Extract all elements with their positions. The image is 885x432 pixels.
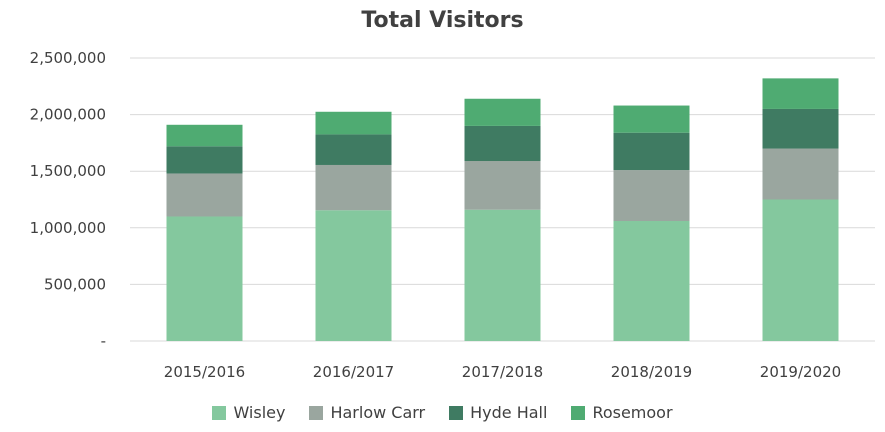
bar-segment-rosemoor xyxy=(464,98,541,126)
bar-segment-harlow-carr xyxy=(166,173,243,217)
legend-label: Harlow Carr xyxy=(330,403,426,422)
legend-swatch xyxy=(571,405,586,420)
y-tick-label: 2,000,000 xyxy=(30,106,106,124)
legend-swatch xyxy=(309,405,324,420)
bar-segment-rosemoor xyxy=(613,105,690,133)
y-tick-label: 2,500,000 xyxy=(30,49,106,67)
chart-title: Total Visitors xyxy=(361,8,524,33)
bar-segment-harlow-carr xyxy=(464,161,541,210)
legend-item: Wisley xyxy=(212,403,285,422)
x-tick-label: 2016/2017 xyxy=(313,363,394,381)
legend-item: Rosemoor xyxy=(571,403,673,422)
bar-segment-rosemoor xyxy=(762,78,839,109)
bar-segment-harlow-carr xyxy=(613,170,690,222)
x-tick-label: 2018/2019 xyxy=(611,363,692,381)
x-axis: 2015/2016 2016/2017 2017/2018 2018/2019 2019… xyxy=(164,363,841,381)
x-tick-label: 2015/2016 xyxy=(164,363,245,381)
legend: Wisley Harlow Carr Hyde Hall Rosemoor xyxy=(0,403,885,422)
legend-label: Hyde Hall xyxy=(470,403,548,422)
bar-segment-wisley xyxy=(166,216,243,341)
y-tick-label: 500,000 xyxy=(44,275,106,293)
bar-segment-harlow-carr xyxy=(762,148,839,200)
y-tick-label: - xyxy=(101,332,106,350)
x-tick-label: 2017/2018 xyxy=(462,363,543,381)
legend-label: Rosemoor xyxy=(592,403,673,422)
legend-item: Hyde Hall xyxy=(449,403,547,422)
bar-segment-hyde-hall xyxy=(166,146,243,174)
bar-segment-hyde-hall xyxy=(464,125,541,162)
bar-segment-hyde-hall xyxy=(613,132,690,171)
bar-segment-hyde-hall xyxy=(315,134,392,165)
legend-item: Harlow Carr xyxy=(309,403,425,422)
bar-segment-wisley xyxy=(315,210,392,341)
bar-segment-wisley xyxy=(464,209,541,341)
y-tick-label: 1,000,000 xyxy=(30,219,106,237)
bar-segment-rosemoor xyxy=(166,124,243,147)
bar-segment-wisley xyxy=(762,199,839,341)
bars xyxy=(166,78,839,341)
legend-swatch xyxy=(449,405,464,420)
bar-chart: - 500,000 1,000,000 1,500,000 2,000,000 2,500… xyxy=(30,49,875,381)
y-tick-label: 1,500,000 xyxy=(30,162,106,180)
y-axis: - 500,000 1,000,000 1,500,000 2,000,000 2,500… xyxy=(30,49,106,350)
x-tick-label: 2019/2020 xyxy=(760,363,841,381)
bar-segment-harlow-carr xyxy=(315,164,392,211)
legend-label: Wisley xyxy=(233,403,286,422)
legend-swatch xyxy=(212,405,227,420)
bar-segment-rosemoor xyxy=(315,111,392,135)
bar-segment-wisley xyxy=(613,221,690,341)
bar-segment-hyde-hall xyxy=(762,108,839,149)
